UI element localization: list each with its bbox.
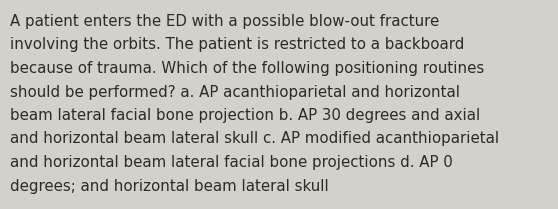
Text: involving the orbits. The patient is restricted to a backboard: involving the orbits. The patient is res… bbox=[10, 37, 464, 52]
Text: because of trauma. Which of the following positioning routines: because of trauma. Which of the followin… bbox=[10, 61, 484, 76]
Text: degrees; and horizontal beam lateral skull: degrees; and horizontal beam lateral sku… bbox=[10, 178, 329, 194]
Text: and horizontal beam lateral facial bone projections d. AP 0: and horizontal beam lateral facial bone … bbox=[10, 155, 453, 170]
Text: and horizontal beam lateral skull c. AP modified acanthioparietal: and horizontal beam lateral skull c. AP … bbox=[10, 131, 499, 147]
Text: beam lateral facial bone projection b. AP 30 degrees and axial: beam lateral facial bone projection b. A… bbox=[10, 108, 480, 123]
Text: should be performed? a. AP acanthioparietal and horizontal: should be performed? a. AP acanthioparie… bbox=[10, 84, 460, 99]
Text: A patient enters the ED with a possible blow-out fracture: A patient enters the ED with a possible … bbox=[10, 14, 439, 29]
